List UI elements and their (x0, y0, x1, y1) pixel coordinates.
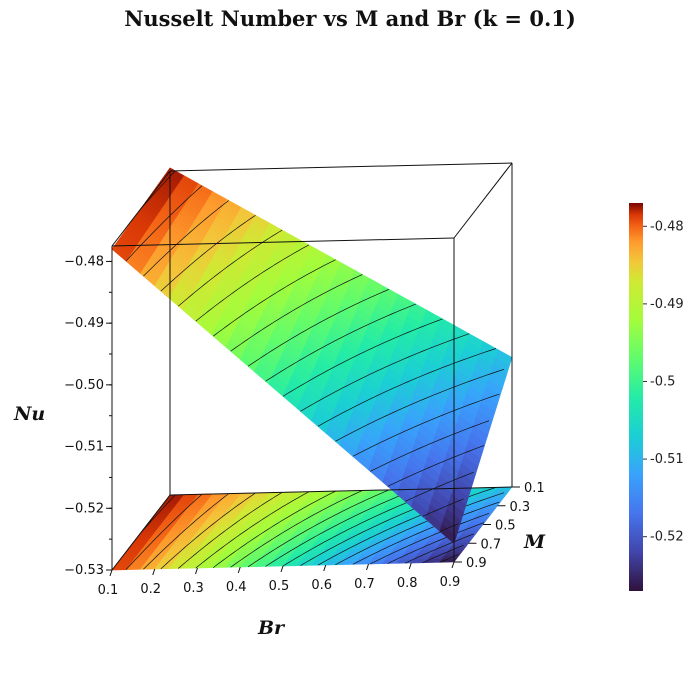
x-tick-label: 0.4 (226, 580, 247, 595)
x-tick (195, 567, 198, 575)
floor-contour-line (404, 533, 474, 564)
x-tick-label: 0.9 (440, 575, 461, 590)
box-edge (169, 486, 513, 496)
x-tick (280, 565, 284, 573)
floor-contour-line (212, 490, 336, 568)
surface-contour-line (140, 170, 176, 209)
y-tick-label: 0.9 (466, 556, 487, 571)
surface-contour-line (439, 523, 459, 532)
surface-contour-line (143, 200, 229, 277)
z-tick-label: −0.53 (64, 563, 104, 578)
colorbar-gradient (629, 203, 643, 591)
floor-contour-line (247, 489, 390, 568)
y-axis: 0.1 0.3 0.5 0.7 0.9 M (454, 481, 546, 571)
floor-contour-line (370, 512, 490, 565)
surface-mesh (111, 167, 513, 545)
y-tick-label: 0.3 (510, 500, 531, 515)
z-tick-label: −0.51 (64, 440, 104, 455)
z-tick-label: −0.52 (64, 501, 104, 516)
y-tick-label: 0.1 (524, 481, 545, 496)
y-axis-label: M (523, 531, 546, 553)
x-tick (323, 564, 327, 572)
floor-contour-line (439, 554, 459, 563)
x-tick (152, 568, 156, 576)
z-axis: −0.48 −0.49 −0.50 −0.51 −0.52 −0.53 Nu (13, 254, 112, 578)
surface-contour-line (247, 288, 390, 367)
floor-contour-line (140, 494, 176, 533)
floor-contour-line (143, 493, 229, 570)
x-axis: 0.1 0.2 0.3 0.4 0.5 0.6 0.7 0.8 0.9 Br (98, 561, 461, 639)
x-axis-label: Br (257, 617, 286, 639)
surface-contour-line (300, 333, 470, 412)
floor-contour-line (195, 491, 310, 569)
surface-contour-line (370, 420, 490, 472)
surface-contour-line (195, 244, 310, 322)
x-tick (451, 561, 455, 569)
surface-contour-line (317, 348, 497, 427)
x-tick (366, 563, 369, 571)
surface-contour-line (160, 214, 256, 292)
colorbar-tick-label: -0.5 (650, 374, 675, 389)
colorbar-tick-label: -0.49 (650, 297, 684, 312)
surface-contour-line (230, 274, 363, 352)
floor-contour-line (178, 492, 283, 569)
floor-contour-line (387, 522, 485, 564)
z-tick-label: −0.49 (64, 316, 104, 331)
x-tick-label: 0.3 (183, 581, 204, 596)
surface-contour-line (212, 259, 336, 337)
surface-contour-line (282, 318, 443, 397)
floor-contour-line (352, 501, 500, 565)
z-tick-label: −0.50 (64, 378, 104, 393)
x-tick-label: 0.2 (140, 582, 161, 597)
surface-contour-line (422, 498, 464, 517)
colorbar-tick-label: -0.52 (650, 530, 684, 545)
surface-contour-line (265, 303, 416, 382)
floor-contour-line (265, 488, 416, 567)
surface-contour-line (352, 393, 500, 457)
x-tick (408, 562, 412, 570)
surface-cell (494, 349, 513, 366)
floor-contour-line (125, 493, 203, 570)
surface-contour-line (335, 368, 505, 442)
z-axis-label: Nu (13, 403, 45, 425)
colorbar-tick-label: -0.51 (650, 452, 684, 467)
box-edge (453, 162, 513, 239)
surface-contour-line (125, 185, 203, 262)
x-tick-label: 0.6 (311, 578, 332, 593)
floor-contour-line (160, 492, 256, 570)
y-tick-label: 0.7 (481, 537, 502, 552)
chart-title: Nusselt Number vs M and Br (k = 0.1) (124, 6, 576, 31)
y-tick-label: 0.5 (495, 519, 516, 534)
bounding-box (111, 162, 513, 571)
x-tick-label: 0.5 (269, 579, 290, 594)
z-tick-label: −0.48 (64, 254, 104, 269)
box-edge (111, 494, 171, 571)
floor-contour-line (335, 492, 505, 566)
x-tick-label: 0.1 (98, 583, 119, 598)
x-tick-label: 0.8 (397, 576, 418, 591)
box-edge (111, 237, 455, 247)
x-tick (109, 569, 113, 577)
floor-contour-line (422, 544, 464, 564)
floor-contour-projection (111, 486, 513, 571)
surface-contour-line (404, 471, 474, 502)
colorbar: -0.48 -0.49 -0.5 -0.51 -0.52 (629, 203, 684, 591)
box-edge (111, 170, 171, 247)
surface-contour-line (387, 445, 485, 487)
box-edge (169, 162, 513, 172)
floor-contour-line (230, 490, 363, 568)
colorbar-tick-label: -0.48 (650, 219, 684, 234)
x-tick-label: 0.7 (354, 577, 375, 592)
x-tick (237, 566, 241, 574)
